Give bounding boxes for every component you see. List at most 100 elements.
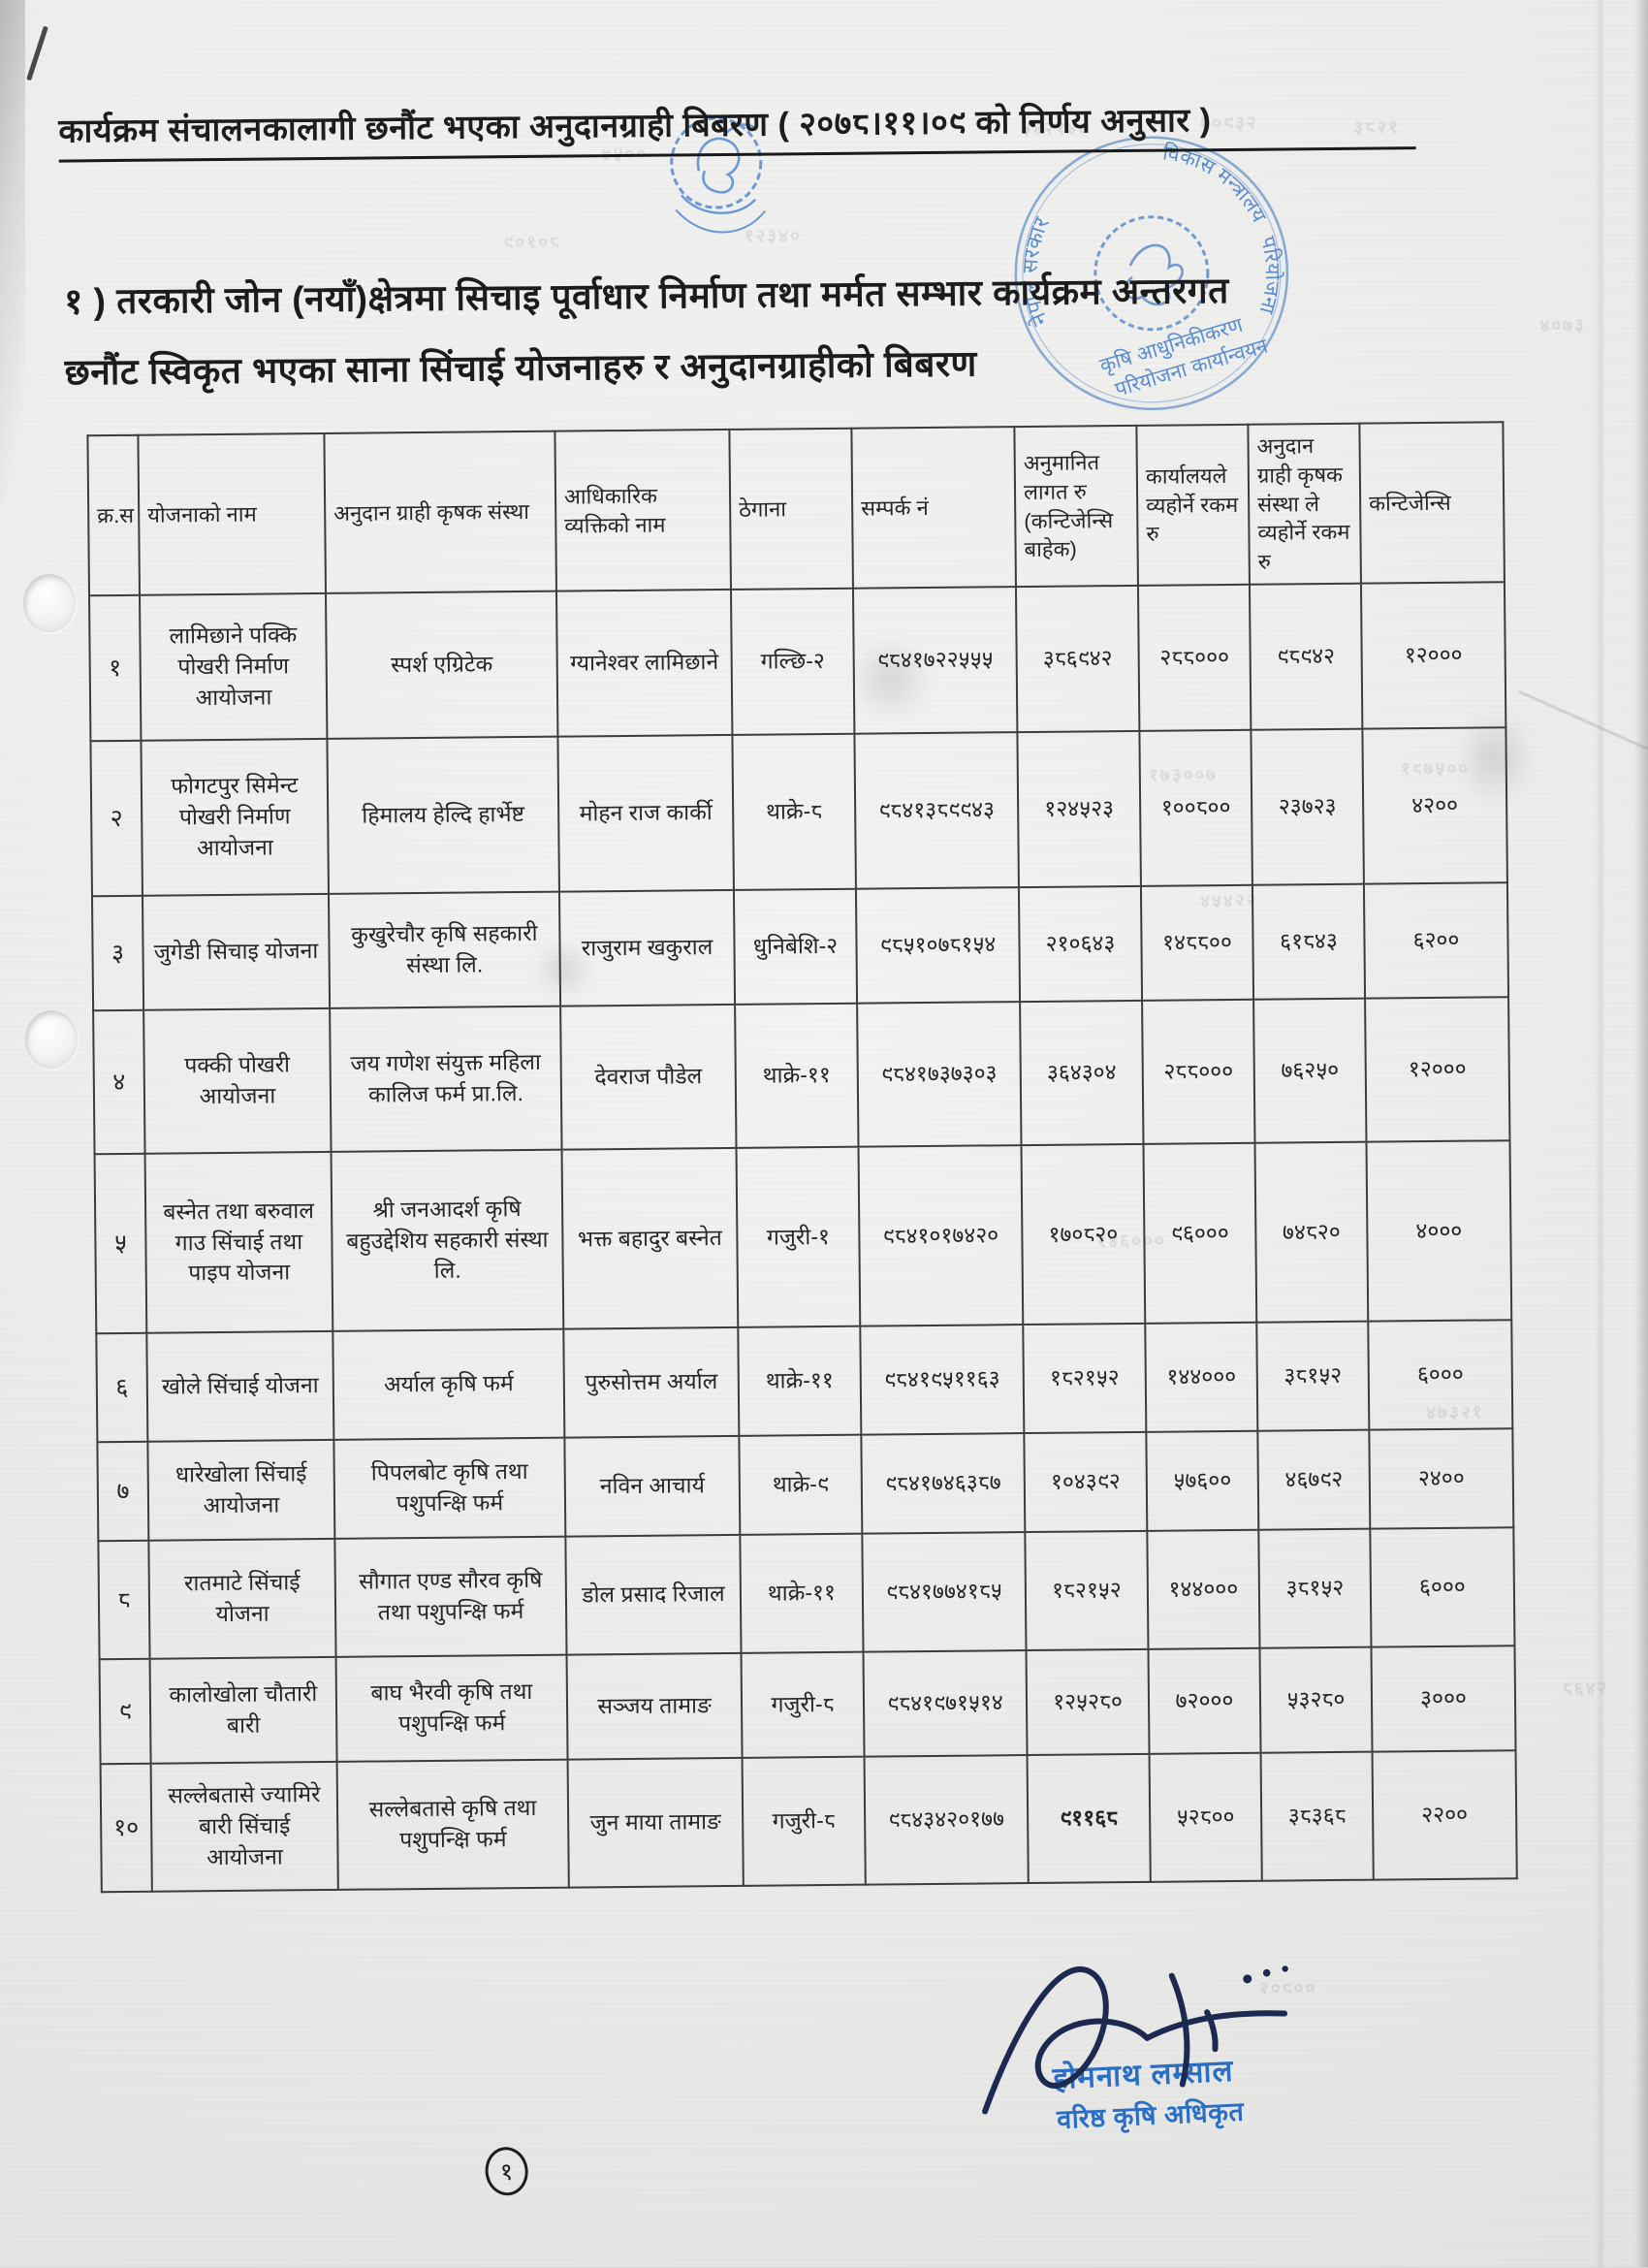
table-row: ४ पक्की पोखरी आयोजना जय गणेश संयुक्त महिला… bbox=[93, 997, 1510, 1155]
table-cell: ३८१५२ bbox=[1258, 1528, 1372, 1648]
table-cell: नविन आचार्य bbox=[564, 1435, 741, 1537]
table-cell: ९८४१९५११६३ bbox=[860, 1325, 1025, 1435]
table-cell: देवराज पौडेल bbox=[560, 1004, 737, 1150]
table-row: १ लामिछाने पक्कि पोखरी निर्माण आयोजना स्पर… bbox=[89, 582, 1506, 742]
table-cell: १२००० bbox=[1365, 997, 1510, 1142]
table-cell: १८२१५२ bbox=[1023, 1323, 1147, 1434]
table-cell: १ bbox=[89, 594, 142, 742]
column-header: कार्यालयले व्यहोर्ने रकम रु bbox=[1136, 424, 1250, 586]
table-cell: सल्लेबतासे ज्यामिरे बारी सिंचाई आयोजना bbox=[150, 1761, 338, 1892]
hole-punch bbox=[25, 1010, 78, 1069]
table-cell: ९८४१०१७४२० bbox=[858, 1145, 1024, 1326]
table-cell: ७४८२० bbox=[1254, 1141, 1369, 1323]
table-cell: श्री जनआदर्श कृषि बहुउद्देशिय सहकारी संस… bbox=[331, 1149, 564, 1331]
column-header: अनुदान ग्राही कृषक संस्था bbox=[324, 431, 556, 593]
table-cell: ५२८०० bbox=[1149, 1752, 1262, 1882]
table-cell: ९८४१७३७३०३ bbox=[857, 1002, 1022, 1147]
column-header: आधिकारिक व्यक्तिको नाम bbox=[555, 429, 731, 591]
table-cell: ६२०० bbox=[1363, 882, 1509, 999]
table-row: ९ कालोखोला चौतारी बारी बाघ भैरवी कृषि तथा … bbox=[99, 1645, 1516, 1765]
table-cell: मोहन राज कार्की bbox=[557, 734, 734, 892]
table-cell: पुरुसोत्तम अर्याल bbox=[563, 1326, 740, 1438]
table-cell: थाक्रे-११ bbox=[738, 1326, 862, 1436]
table-cell: १४४००० bbox=[1147, 1529, 1260, 1649]
table-cell: ७ bbox=[97, 1441, 149, 1542]
column-header: योजनाको नाम bbox=[138, 432, 327, 595]
column-header: ठेगाना bbox=[729, 428, 853, 590]
column-header: कन्टिजेन्सि bbox=[1359, 422, 1505, 584]
table-cell: ७६२५० bbox=[1253, 998, 1367, 1143]
table-cell: ६१८४३ bbox=[1252, 883, 1366, 1000]
table-cell: बाघ भैरवी कृषि तथा पशुपन्क्षि फर्म bbox=[335, 1654, 568, 1762]
table-cell: गजुरी-१ bbox=[736, 1146, 861, 1327]
table-cell: ५७६०० bbox=[1146, 1430, 1259, 1531]
table-cell: खोले सिंचाई योजना bbox=[146, 1330, 334, 1442]
table-cell: ९८४१७४६३८७ bbox=[861, 1433, 1026, 1534]
heading-line-2: छनौंट स्विकृत भएका साना सिंचाई योजनाहरु … bbox=[64, 343, 977, 393]
table-row: ७ धारेखोला सिंचाई आयोजना पिपलबोट कृषि तथा … bbox=[97, 1428, 1514, 1542]
table-cell: २ bbox=[90, 740, 143, 897]
table-cell: थाक्रे-८ bbox=[732, 733, 856, 890]
table-cell: कालोखोला चौतारी बारी bbox=[149, 1656, 337, 1764]
table-cell: ४२०० bbox=[1362, 727, 1507, 884]
table-cell: १८२१५२ bbox=[1025, 1530, 1149, 1651]
table-cell: भक्त बहादुर बस्नेत bbox=[561, 1147, 739, 1329]
grant-table: क्र.स योजनाको नाम अनुदान ग्राही कृषक संस्थ… bbox=[86, 421, 1517, 1893]
table-cell: ४६७९२ bbox=[1257, 1429, 1371, 1530]
table-cell: जुगेडी सिचाइ योजना bbox=[142, 893, 331, 1010]
signature-scribble bbox=[982, 1965, 1288, 2115]
table-cell: ८ bbox=[98, 1540, 150, 1660]
table-cell: राजुराम खकुराल bbox=[558, 889, 736, 1006]
table-cell: १४४००० bbox=[1145, 1322, 1258, 1432]
table-cell: २८८००० bbox=[1142, 999, 1255, 1144]
table-row: ३ जुगेडी सिचाइ योजना कुखुरेचौर कृषि सहकारी… bbox=[91, 882, 1509, 1011]
table-cell: कुखुरेचौर कृषि सहकारी संस्था लि. bbox=[328, 891, 561, 1008]
table-cell: ९६००० bbox=[1143, 1142, 1257, 1324]
column-header: सम्पर्क नं bbox=[851, 427, 1016, 589]
bleedthrough-fragment: ९०१०८ bbox=[503, 232, 562, 254]
table-cell: ३८१५२ bbox=[1256, 1321, 1370, 1431]
table-cell: ७२००० bbox=[1148, 1647, 1261, 1754]
hole-punch bbox=[23, 574, 76, 632]
page-number: १ bbox=[498, 2157, 515, 2187]
table-cell: डोल प्रसाद रिजाल bbox=[565, 1534, 742, 1655]
page-number-badge: १ bbox=[482, 2144, 531, 2198]
project-emblem-stamp-icon bbox=[670, 116, 767, 234]
table-row: ८ रातमाटे सिंचाई योजना सौगात एण्ड सौरव कृष… bbox=[98, 1527, 1515, 1660]
table-cell: ग्यानेश्वर लामिछाने bbox=[555, 589, 733, 737]
scan-left-edge bbox=[0, 0, 25, 504]
column-header: क्र.स bbox=[87, 434, 141, 596]
table-cell: ९११६८ bbox=[1027, 1753, 1151, 1884]
table-cell: ६ bbox=[96, 1332, 148, 1443]
table-cell: धुनिबेशि-२ bbox=[733, 888, 858, 1005]
table-cell: ९८९४२ bbox=[1249, 583, 1363, 730]
paper-crease bbox=[1596, 0, 1605, 2267]
header-row: क्र.स योजनाको नाम अनुदान ग्राही कृषक संस्थ… bbox=[87, 422, 1505, 596]
table-row: ५ बस्नेत तथा बरुवाल गाउ सिंचाई तथा पाइप य… bbox=[94, 1140, 1512, 1334]
table-cell: ६००० bbox=[1370, 1527, 1515, 1647]
table-cell: २४०० bbox=[1369, 1428, 1514, 1529]
table-cell: स्पर्श एग्रिटेक bbox=[326, 591, 558, 739]
table-cell: सौगात एण्ड सौरव कृषि तथा पशुपन्क्षि फर्म bbox=[334, 1536, 567, 1657]
table-cell: ३८३६८ bbox=[1260, 1751, 1374, 1881]
table-cell: ९८४१३८९९४३ bbox=[854, 732, 1019, 889]
table-row: २ फोगटपुर सिमेन्ट पोखरी निर्माण आयोजना हिम… bbox=[90, 727, 1507, 897]
table-cell: २१०६४३ bbox=[1018, 885, 1143, 1003]
bleedthrough-fragment: ४०७३ bbox=[1539, 315, 1587, 336]
column-header: अनुदान ग्राही कृषक संस्था ले व्यहोर्ने र… bbox=[1248, 423, 1361, 585]
table-cell: १२५२८० bbox=[1026, 1648, 1150, 1756]
table-cell: ४ bbox=[93, 1009, 145, 1155]
table-cell: जय गणेश संयुक्त महिला कालिज फर्म प्रा.लि… bbox=[330, 1006, 562, 1152]
table-cell: १००८०० bbox=[1139, 729, 1252, 886]
table-cell: थाक्रे-९ bbox=[739, 1434, 863, 1535]
stamp-side-text: परियोजना bbox=[1254, 234, 1285, 316]
table-cell: ३६४३०४ bbox=[1020, 1000, 1144, 1146]
table-cell: ९८४३४२०१७७ bbox=[864, 1755, 1029, 1885]
table-cell: थाक्रे-११ bbox=[735, 1003, 859, 1148]
table-cell: ३८६९४२ bbox=[1015, 585, 1140, 733]
table-cell: बस्नेत तथा बरुवाल गाउ सिंचाई तथा पाइप यो… bbox=[144, 1151, 333, 1333]
table-row: १० सल्लेबतासे ज्यामिरे बारी सिंचाई आयोजना… bbox=[100, 1750, 1517, 1893]
table-cell: रातमाटे सिंचाई योजना bbox=[148, 1538, 336, 1659]
table-cell: २८८००० bbox=[1137, 584, 1252, 731]
